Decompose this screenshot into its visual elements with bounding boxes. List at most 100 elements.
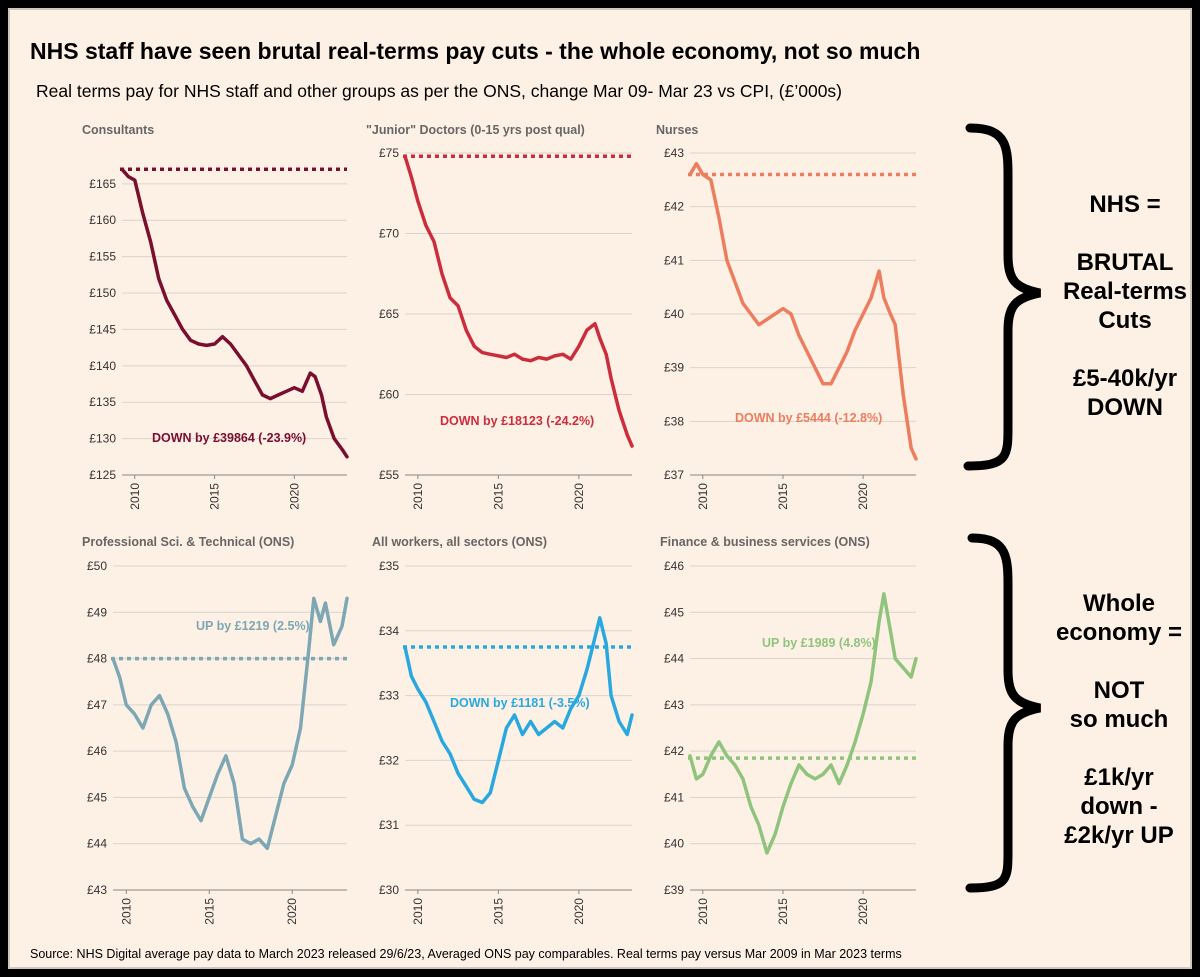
change-annotation: DOWN by £39864 (-23.9%)	[152, 431, 306, 445]
chart-panel-2: "Junior" Doctors (0-15 yrs post qual) £55…	[366, 123, 634, 510]
chart-title: Professional Sci. & Technical (ONS)	[82, 535, 294, 549]
y-tick-label: £35	[379, 559, 399, 573]
y-tick-label: £40	[664, 307, 684, 321]
y-tick-label: £50	[87, 559, 107, 573]
page-subtitle: Real terms pay for NHS staff and other g…	[36, 81, 843, 101]
y-tick-label: £45	[87, 790, 107, 804]
x-tick-label: 2010	[119, 898, 133, 925]
nhs-line-4: Real-terms	[1062, 278, 1188, 305]
y-tick-label: £45	[664, 605, 684, 619]
y-tick-label: £125	[89, 468, 116, 482]
series-line	[111, 596, 349, 851]
econ-line-8: down -	[1080, 793, 1158, 820]
econ-line-3	[1034, 647, 1190, 676]
nhs-line-3: BRUTAL	[1076, 249, 1174, 276]
x-tick-label: 2020	[287, 483, 301, 510]
econ-line-4: NOT	[1093, 677, 1145, 704]
chart-title: All workers, all sectors (ONS)	[372, 535, 547, 549]
x-tick-label: 2010	[128, 483, 142, 510]
x-tick-label: 2015	[776, 898, 790, 925]
chart-panel-4: Professional Sci. & Technical (ONS) £43 £4…	[82, 535, 349, 925]
y-tick-label: £40	[664, 837, 684, 851]
econ-line-9: £2k/yr UP	[1064, 822, 1174, 849]
chart-panel-3: Nurses £37 £38 £39 £40 £41 £42 £43 2010 2015 2020 D…	[656, 123, 918, 510]
y-tick-label: £43	[664, 698, 684, 712]
y-tick-label: £39	[664, 883, 684, 897]
x-tick-label: 2020	[856, 898, 870, 925]
y-tick-label: £41	[664, 790, 684, 804]
x-tick-label: 2010	[696, 483, 710, 510]
change-annotation: UP by £1219 (2.5%)	[196, 619, 310, 633]
charts-canvas: Consultants £125 £130 £135 £140 £145 £150 £155 £…	[82, 123, 1041, 925]
change-annotation: UP by £1989 (4.8%)	[762, 636, 876, 650]
infographic-frame: NHS staff have seen brutal real-terms pa…	[8, 8, 1192, 969]
source-note: Source: NHS Digital average pay data to …	[30, 947, 902, 961]
y-tick-label: £46	[664, 559, 684, 573]
series-line	[688, 161, 918, 461]
economy-brace	[965, 533, 1041, 893]
x-tick-label: 2015	[208, 483, 222, 510]
y-tick-label: £34	[379, 624, 399, 638]
y-tick-label: £33	[379, 689, 399, 703]
nhs-line-1: NHS =	[1089, 191, 1161, 218]
x-tick-label: 2020	[285, 898, 299, 925]
nhs-line-5: Cuts	[1098, 307, 1152, 334]
y-tick-label: £30	[379, 883, 399, 897]
chart-title: Nurses	[656, 123, 698, 137]
change-annotation: DOWN by £5444 (-12.8%)	[735, 411, 882, 425]
nhs-brace	[963, 123, 1041, 471]
nhs-line-2	[1050, 219, 1190, 248]
y-tick-label: £135	[89, 395, 116, 409]
y-tick-label: £42	[664, 200, 684, 214]
y-tick-label: £145	[89, 322, 116, 336]
y-tick-label: £55	[379, 468, 399, 482]
x-tick-label: 2010	[411, 898, 425, 925]
y-tick-label: £32	[379, 753, 399, 767]
y-tick-label: £46	[87, 744, 107, 758]
x-tick-label: 2020	[572, 483, 586, 510]
x-tick-label: 2015	[491, 898, 505, 925]
y-tick-label: £38	[664, 414, 684, 428]
econ-line-2: economy =	[1055, 619, 1183, 646]
x-tick-label: 2010	[696, 898, 710, 925]
y-tick-label: £60	[379, 388, 399, 402]
y-tick-label: £44	[664, 652, 684, 666]
y-tick-label: £160	[89, 213, 116, 227]
x-tick-label: 2015	[202, 898, 216, 925]
x-tick-label: 2010	[411, 483, 425, 510]
econ-line-5: so much	[1069, 706, 1169, 733]
nhs-line-7: £5-40k/yr	[1072, 365, 1178, 392]
change-annotation: DOWN by £18123 (-24.2%)	[440, 414, 594, 428]
y-tick-label: £65	[379, 307, 399, 321]
nhs-line-6	[1050, 335, 1190, 364]
nhs-summary-text: NHS = BRUTAL Real-terms Cuts £5-40k/yr D…	[1050, 190, 1190, 422]
y-tick-label: £140	[89, 359, 116, 373]
y-tick-label: £150	[89, 286, 116, 300]
series-line	[120, 167, 349, 459]
chart-panel-5: All workers, all sectors (ONS) £30 £31 £32 £…	[372, 535, 634, 925]
y-tick-label: £130	[89, 432, 116, 446]
x-tick-label: 2015	[491, 483, 505, 510]
series-line	[688, 592, 918, 855]
econ-line-6	[1034, 734, 1190, 763]
y-tick-label: £44	[87, 837, 107, 851]
y-tick-label: £37	[664, 468, 684, 482]
series-line	[403, 154, 634, 448]
chart-panel-1: Consultants £125 £130 £135 £140 £145 £150 £155 £…	[82, 123, 349, 510]
economy-summary-text: Whole economy = NOT so much £1k/yr down …	[1034, 589, 1190, 850]
chart-title: Finance & business services (ONS)	[660, 535, 870, 549]
x-tick-label: 2015	[776, 483, 790, 510]
series-line	[403, 616, 634, 805]
y-tick-label: £70	[379, 227, 399, 241]
nhs-line-8: DOWN	[1087, 394, 1163, 421]
y-tick-label: £165	[89, 177, 116, 191]
y-tick-label: £41	[664, 253, 684, 267]
chart-title: Consultants	[82, 123, 154, 137]
y-tick-label: £155	[89, 250, 116, 264]
x-tick-label: 2020	[572, 898, 586, 925]
y-tick-label: £42	[664, 744, 684, 758]
y-tick-label: £43	[664, 146, 684, 160]
change-annotation: DOWN by £1181 (-3.5%)	[450, 696, 590, 710]
y-tick-label: £47	[87, 698, 107, 712]
page-title: NHS staff have seen brutal real-terms pa…	[30, 38, 921, 64]
